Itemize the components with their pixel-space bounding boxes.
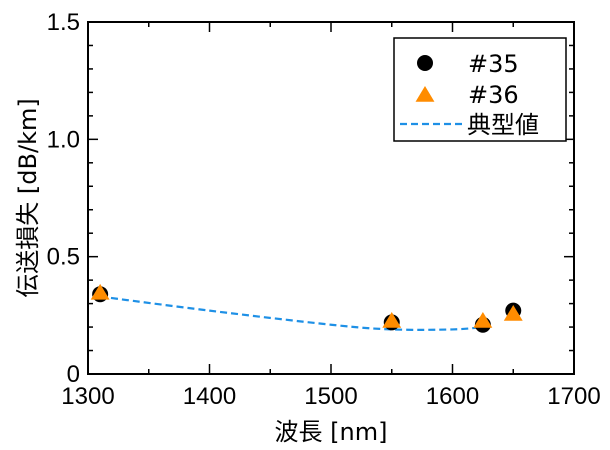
data-point-36: [90, 283, 110, 300]
legend-label: #35: [468, 50, 519, 78]
data-point-36: [503, 304, 523, 321]
x-tick-label: 1500: [304, 383, 357, 410]
y-axis-title: 伝送損失 [dB/km]: [14, 98, 42, 297]
x-tick-label: 1600: [426, 383, 479, 410]
y-tick-label: 0: [67, 361, 80, 388]
legend-marker-circle: [417, 55, 433, 71]
x-tick-label: 1300: [61, 383, 114, 410]
legend-label: #36: [468, 81, 519, 109]
ticks: 1300 1400 1500 1600 1700 0 0.5 1.0 1.5: [47, 9, 601, 410]
data-point-36: [382, 312, 402, 328]
series: [90, 283, 523, 333]
y-tick-label: 1.5: [47, 9, 80, 36]
legend-label: 典型値: [467, 111, 539, 139]
y-tick-label: 0.5: [47, 244, 80, 271]
x-axis-title: 波長 [nm]: [275, 418, 388, 446]
x-tick-label: 1700: [547, 383, 600, 410]
y-tick-label: 1.0: [47, 126, 80, 153]
legend-marker-triangle: [415, 86, 435, 102]
data-point-36: [473, 312, 493, 328]
series-line-typical: [100, 295, 483, 331]
x-tick-label: 1400: [183, 383, 236, 410]
